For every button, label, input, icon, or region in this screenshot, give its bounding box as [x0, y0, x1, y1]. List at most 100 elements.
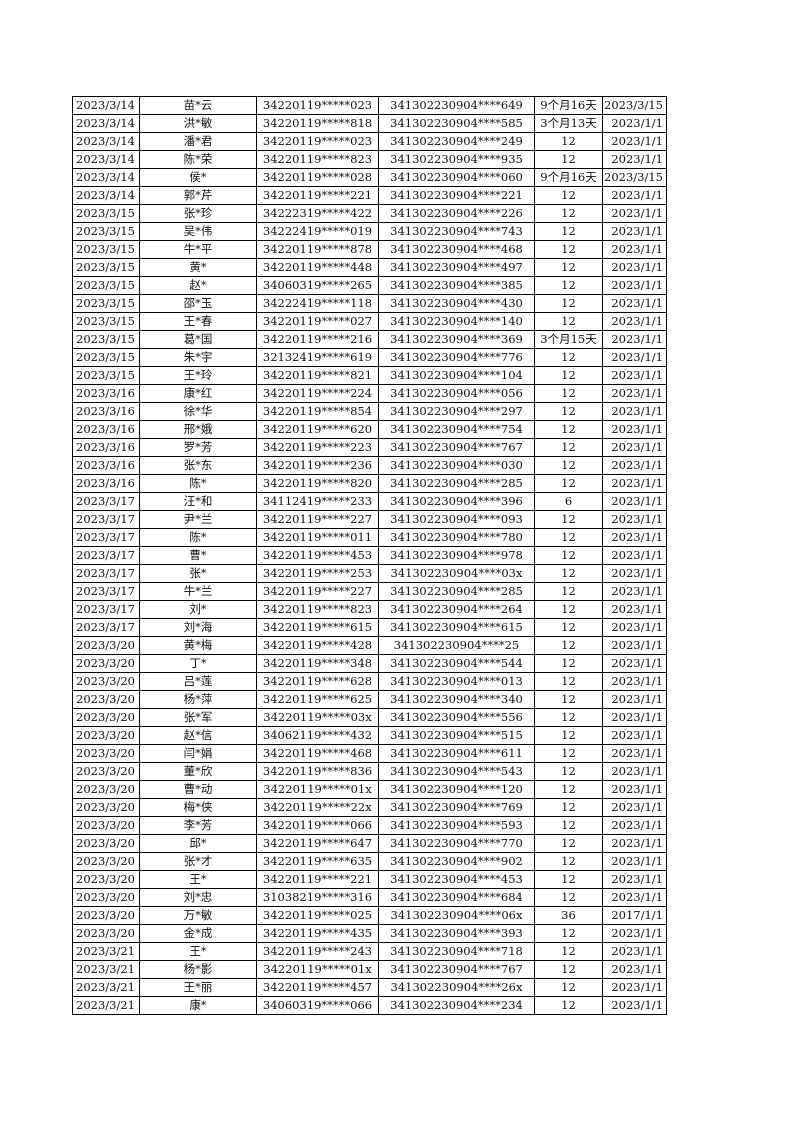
duration-cell: 12 — [534, 258, 603, 277]
name-cell: 潘*君 — [139, 132, 257, 151]
name-cell: 赵*信 — [139, 726, 257, 745]
duration-cell: 12 — [534, 618, 603, 637]
start-date-cell: 2023/1/1 — [602, 816, 667, 835]
start-date-cell: 2023/1/1 — [602, 312, 667, 331]
start-date-cell: 2023/1/1 — [602, 366, 667, 385]
account-number-cell: 341302230904****767 — [378, 960, 535, 979]
account-number-cell: 341302230904****718 — [378, 942, 535, 961]
id-number-cell: 34220119*****457 — [256, 978, 379, 997]
account-number-cell: 341302230904****221 — [378, 186, 535, 205]
account-number-cell: 341302230904****556 — [378, 708, 535, 727]
account-number-cell: 341302230904****615 — [378, 618, 535, 637]
duration-cell: 12 — [534, 960, 603, 979]
date-cell: 2023/3/16 — [72, 456, 140, 475]
name-cell: 吕*莲 — [139, 672, 257, 691]
start-date-cell: 2023/1/1 — [602, 384, 667, 403]
date-cell: 2023/3/20 — [72, 798, 140, 817]
date-cell: 2023/3/16 — [72, 438, 140, 457]
duration-cell: 12 — [534, 816, 603, 835]
start-date-cell: 2023/1/1 — [602, 186, 667, 205]
table-row: 2023/3/21 杨*影 34220119*****01x 341302230904… — [72, 960, 667, 979]
date-cell: 2023/3/14 — [72, 96, 140, 115]
account-number-cell: 341302230904****769 — [378, 798, 535, 817]
start-date-cell: 2023/1/1 — [602, 564, 667, 583]
account-number-cell: 341302230904****776 — [378, 348, 535, 367]
account-number-cell: 341302230904****543 — [378, 762, 535, 781]
table-row: 2023/3/15 朱*宇 32132419*****619 341302230904… — [72, 348, 667, 367]
name-cell: 金*成 — [139, 924, 257, 943]
name-cell: 刘*海 — [139, 618, 257, 637]
name-cell: 苗*云 — [139, 96, 257, 115]
start-date-cell: 2023/1/1 — [602, 636, 667, 655]
table-row: 2023/3/20 梅*侠 34220119*****22x 341302230904… — [72, 798, 667, 817]
name-cell: 牛*兰 — [139, 582, 257, 601]
date-cell: 2023/3/20 — [72, 636, 140, 655]
account-number-cell: 341302230904****978 — [378, 546, 535, 565]
table-row: 2023/3/15 王*玲 34220119*****821 341302230904… — [72, 366, 667, 385]
table-row: 2023/3/17 刘*海 34220119*****615 341302230904… — [72, 618, 667, 637]
name-cell: 邱* — [139, 834, 257, 853]
date-cell: 2023/3/21 — [72, 978, 140, 997]
name-cell: 万*敏 — [139, 906, 257, 925]
id-number-cell: 31038219*****316 — [256, 888, 379, 907]
account-number-cell: 341302230904****585 — [378, 114, 535, 133]
duration-cell: 12 — [534, 924, 603, 943]
account-number-cell: 341302230904****649 — [378, 96, 535, 115]
start-date-cell: 2023/1/1 — [602, 960, 667, 979]
id-number-cell: 34220119*****348 — [256, 654, 379, 673]
duration-cell: 12 — [534, 132, 603, 151]
table-row: 2023/3/20 李*芳 34220119*****066 341302230904… — [72, 816, 667, 835]
id-number-cell: 34112419*****233 — [256, 492, 379, 511]
account-number-cell: 341302230904****056 — [378, 384, 535, 403]
name-cell: 邢*娥 — [139, 420, 257, 439]
date-cell: 2023/3/21 — [72, 960, 140, 979]
start-date-cell: 2023/1/1 — [602, 510, 667, 529]
account-number-cell: 341302230904****249 — [378, 132, 535, 151]
table-row: 2023/3/20 刘*忠 31038219*****316 341302230904… — [72, 888, 667, 907]
account-number-cell: 341302230904****093 — [378, 510, 535, 529]
date-cell: 2023/3/15 — [72, 330, 140, 349]
id-number-cell: 34220119*****216 — [256, 330, 379, 349]
duration-cell: 12 — [534, 654, 603, 673]
date-cell: 2023/3/15 — [72, 348, 140, 367]
table-row: 2023/3/17 张* 34220119*****253 341302230904*… — [72, 564, 667, 583]
start-date-cell: 2023/1/1 — [602, 834, 667, 853]
date-cell: 2023/3/17 — [72, 564, 140, 583]
account-number-cell: 341302230904****030 — [378, 456, 535, 475]
name-cell: 张*才 — [139, 852, 257, 871]
duration-cell: 36 — [534, 906, 603, 925]
account-number-cell: 341302230904****902 — [378, 852, 535, 871]
date-cell: 2023/3/20 — [72, 744, 140, 763]
date-cell: 2023/3/20 — [72, 726, 140, 745]
duration-cell: 12 — [534, 546, 603, 565]
table-row: 2023/3/15 赵* 34060319*****265 341302230904*… — [72, 276, 667, 295]
table-row: 2023/3/21 王*丽 34220119*****457 341302230904… — [72, 978, 667, 997]
name-cell: 张*东 — [139, 456, 257, 475]
table-row: 2023/3/14 潘*君 34220119*****023 341302230904… — [72, 132, 667, 151]
table-row: 2023/3/20 万*敏 34220119*****025 341302230904… — [72, 906, 667, 925]
name-cell: 牛*平 — [139, 240, 257, 259]
id-number-cell: 34220119*****023 — [256, 96, 379, 115]
id-number-cell: 34220119*****628 — [256, 672, 379, 691]
name-cell: 侯* — [139, 168, 257, 187]
table-row: 2023/3/15 吴*伟 34222419*****019 341302230904… — [72, 222, 667, 241]
table-row: 2023/3/20 王* 34220119*****221 341302230904*… — [72, 870, 667, 889]
date-cell: 2023/3/15 — [72, 240, 140, 259]
id-number-cell: 34220119*****821 — [256, 366, 379, 385]
duration-cell: 6 — [534, 492, 603, 511]
start-date-cell: 2023/1/1 — [602, 474, 667, 493]
start-date-cell: 2023/1/1 — [602, 726, 667, 745]
start-date-cell: 2023/1/1 — [602, 690, 667, 709]
duration-cell: 12 — [534, 996, 603, 1015]
date-cell: 2023/3/21 — [72, 996, 140, 1015]
date-cell: 2023/3/14 — [72, 114, 140, 133]
account-number-cell: 341302230904****26x — [378, 978, 535, 997]
duration-cell: 12 — [534, 474, 603, 493]
id-number-cell: 34220119*****836 — [256, 762, 379, 781]
name-cell: 康*红 — [139, 384, 257, 403]
id-number-cell: 34220119*****03x — [256, 708, 379, 727]
start-date-cell: 2023/1/1 — [602, 528, 667, 547]
id-number-cell: 34220119*****221 — [256, 186, 379, 205]
name-cell: 赵* — [139, 276, 257, 295]
table-row: 2023/3/16 罗*芳 34220119*****223 341302230904… — [72, 438, 667, 457]
